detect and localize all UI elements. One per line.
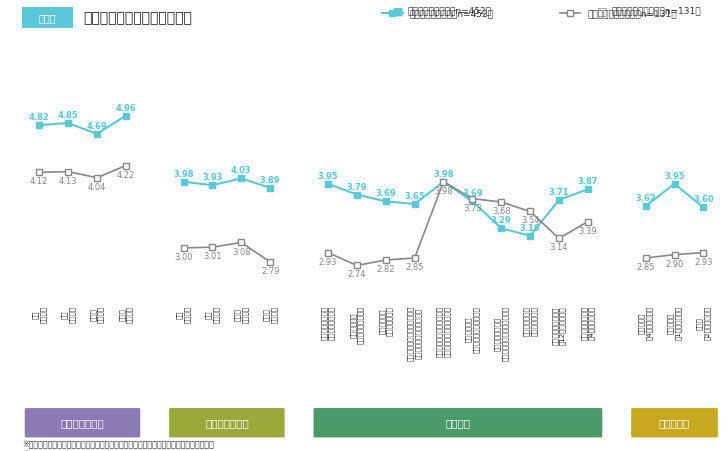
Text: 4.82: 4.82: [29, 113, 50, 122]
Text: 3.18: 3.18: [520, 223, 540, 232]
Text: 強い連帯感と
チームワークがある: 強い連帯感と チームワークがある: [349, 305, 364, 344]
Text: 3.79: 3.79: [347, 182, 367, 191]
FancyBboxPatch shape: [169, 408, 285, 437]
FancyBboxPatch shape: [22, 8, 73, 29]
Text: 評価的
サポート: 評価的 サポート: [119, 305, 133, 322]
Text: 3.60: 3.60: [693, 195, 713, 204]
Text: 相互の思いやりと
あたたかさがある: 相互の思いやりと あたたかさがある: [321, 305, 335, 339]
Text: 気軽に相談に
のってもらえる: 気軽に相談に のってもらえる: [379, 305, 393, 335]
Text: 3.01: 3.01: [203, 252, 222, 261]
Text: 4.13: 4.13: [59, 176, 77, 185]
Text: 孤独感
（2項目の平均）: 孤独感 （2項目の平均）: [696, 305, 711, 340]
Text: 2.82: 2.82: [376, 264, 395, 273]
Text: 3.62: 3.62: [636, 193, 656, 202]
Text: 2.74: 2.74: [347, 270, 366, 279]
Text: 援助要請と他の変数との関係: 援助要請と他の変数との関係: [84, 12, 193, 25]
Text: ■: ■: [393, 6, 403, 16]
Text: 2.85: 2.85: [405, 262, 424, 272]
Text: 職場環境: 職場環境: [446, 417, 470, 427]
Text: 情緒的
サポート: 情緒的 サポート: [234, 305, 248, 322]
Text: 情緒的
サポート: 情緒的 サポート: [90, 305, 104, 322]
Text: 4.03: 4.03: [231, 166, 252, 175]
Text: 4.22: 4.22: [116, 170, 135, 179]
Text: 職場の心理的安全性
（12項目の平均）: 職場の心理的安全性 （12項目の平均）: [552, 305, 566, 344]
Text: 3.73: 3.73: [463, 203, 482, 212]
Text: 3.14: 3.14: [550, 243, 569, 252]
Text: 4.85: 4.85: [58, 111, 79, 120]
FancyBboxPatch shape: [314, 408, 602, 437]
Text: 直接
サポート: 直接 サポート: [32, 305, 47, 322]
Text: サポート十分度: サポート十分度: [205, 417, 249, 427]
Text: 3.87: 3.87: [577, 177, 598, 186]
Text: 2.93: 2.93: [694, 257, 713, 266]
Text: ※援助要請していない群：「まったくしていない」「していない」「どちらかといえばしていない」: ※援助要請していない群：「まったくしていない」「していない」「どちらかといえばし…: [22, 448, 237, 451]
Text: 2.79: 2.79: [261, 267, 280, 276]
Text: 職場適応感
（4項目の平均）: 職場適応感 （4項目の平均）: [638, 305, 653, 340]
Text: 3.00: 3.00: [174, 253, 193, 261]
Text: 4.04: 4.04: [88, 182, 106, 191]
Text: 評価的
サポート: 評価的 サポート: [263, 305, 277, 322]
Text: 3.93: 3.93: [202, 173, 223, 182]
Text: 3.69: 3.69: [462, 189, 483, 198]
Text: 2.85: 2.85: [636, 262, 655, 272]
Text: メンバー同士で、
職場で孤立している人がいる: メンバー同士で、 職場で孤立している人がいる: [494, 305, 508, 360]
Text: 情報
サポート: 情報 サポート: [61, 305, 75, 322]
Text: 援助要請している（n=452）: 援助要請している（n=452）: [409, 9, 494, 18]
Text: 3.98: 3.98: [173, 169, 194, 178]
Text: 図表７: 図表７: [39, 14, 56, 23]
Text: 援助要請していない（n=131）: 援助要請していない（n=131）: [587, 9, 677, 18]
Text: 業務上の接点が少なくても、
信頼関係が構築されている: 業務上の接点が少なくても、 信頼関係が構築されている: [408, 305, 422, 360]
Text: 3.95: 3.95: [317, 171, 339, 180]
Text: □: □: [597, 6, 607, 16]
Text: 3.95: 3.95: [664, 171, 685, 180]
Text: 3.29: 3.29: [491, 216, 512, 225]
Text: 3.98: 3.98: [433, 169, 454, 178]
Text: 4.96: 4.96: [116, 103, 136, 112]
Text: 3.71: 3.71: [549, 188, 569, 197]
Text: 職務道応感
（1項目の平均）: 職務道応感 （1項目の平均）: [668, 305, 681, 340]
Text: 職場の雰囲気が
殺伐としている: 職場の雰囲気が 殺伐としている: [523, 305, 537, 335]
Text: 職務の相互依存性
（4項目の平均）: 職務の相互依存性 （4項目の平均）: [581, 305, 595, 340]
Text: 3.54: 3.54: [521, 216, 539, 225]
Text: 援助要請している（n=452）: 援助要請している（n=452）: [408, 7, 491, 16]
Text: 3.69: 3.69: [376, 189, 396, 198]
Text: 3.39: 3.39: [579, 226, 597, 235]
Text: サポート必要度: サポート必要度: [60, 417, 104, 427]
Text: 3.65: 3.65: [404, 192, 425, 201]
FancyBboxPatch shape: [631, 408, 718, 437]
Text: 直接
サポート: 直接 サポート: [176, 305, 191, 322]
Text: 4.12: 4.12: [30, 177, 48, 186]
Text: 2.90: 2.90: [665, 259, 684, 268]
Text: ※援助要請している群：「十分にしている」「している」「どちらかといえばしている」: ※援助要請している群：「十分にしている」「している」「どちらかといえばしている」: [22, 438, 214, 447]
Text: 4.69: 4.69: [87, 121, 107, 130]
Text: 3.98: 3.98: [434, 186, 453, 195]
Text: 3.89: 3.89: [260, 175, 280, 184]
Text: 本人の意識: 本人の意識: [659, 417, 690, 427]
Text: 情報
サポート: 情報 サポート: [205, 305, 220, 322]
FancyBboxPatch shape: [25, 408, 141, 437]
Text: 援助要請していない（n=131）: 援助要請していない（n=131）: [612, 7, 701, 16]
Text: メンバーは、
仕事以外での接点はない: メンバーは、 仕事以外での接点はない: [465, 305, 480, 352]
Text: 3.08: 3.08: [232, 247, 250, 256]
Text: 2.93: 2.93: [319, 257, 337, 266]
Text: 管理職とメンバーの間には
他者の仕事に無関心である: 管理職とメンバーの間には 他者の仕事に無関心である: [436, 305, 451, 356]
Text: 3.68: 3.68: [492, 207, 510, 216]
